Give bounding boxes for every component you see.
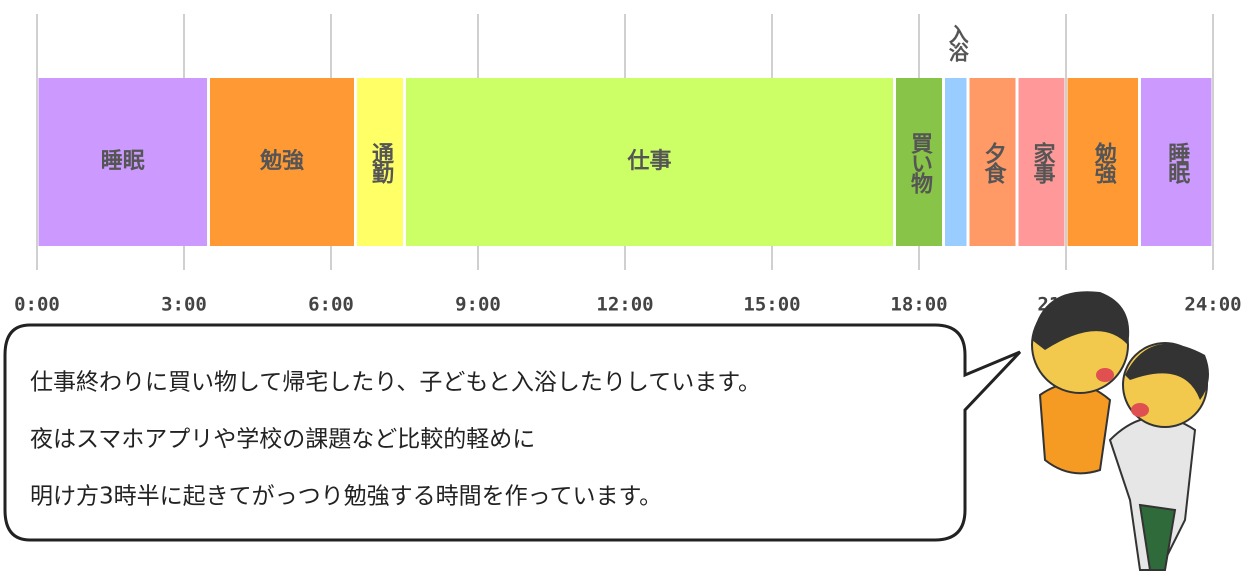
- annotation: 夜はスマホアプリや学校の課題など比較的軽めに: [30, 427, 535, 453]
- annotation: 明け方3時半に起きてがっつり勉強する時間を作っています。: [30, 484, 662, 510]
- x-tick-label: 15:00: [743, 294, 800, 316]
- speech-bubble: 仕事終わりに買い物して帰宅したり、子どもと入浴したりしています。 夜はスマホアプ…: [3, 323, 1022, 542]
- child-hair: [1032, 291, 1130, 350]
- child-mouth: [1096, 368, 1114, 382]
- segment: [945, 78, 967, 246]
- x-tick-label: 12:00: [596, 294, 653, 316]
- segment: [1067, 78, 1138, 246]
- segment: [210, 78, 354, 246]
- segment-label: 仕事: [626, 148, 671, 174]
- x-tick-label: 0:00: [14, 294, 60, 316]
- segment-label: 夕食: [981, 141, 1007, 185]
- x-tick-label: 9:00: [455, 294, 501, 316]
- segment: [1018, 78, 1065, 246]
- x-tick-label: 24:00: [1184, 294, 1241, 316]
- segment-label: 睡眠: [1164, 142, 1189, 185]
- bubble-shape: [3, 323, 1022, 542]
- adult-hair: [1125, 343, 1209, 400]
- child-body: [1038, 382, 1112, 475]
- segment: [969, 78, 1016, 246]
- segment-label: 勉強: [259, 148, 304, 174]
- segment: [357, 78, 403, 246]
- segment-label: 入浴: [945, 24, 969, 63]
- segment: [896, 78, 942, 246]
- annotation: 仕事終わりに買い物して帰宅したり、子どもと入浴したりしています。: [30, 370, 761, 396]
- illustration: [1031, 291, 1209, 571]
- adult-legs: [1138, 503, 1177, 571]
- segment-label: 家事: [1030, 141, 1056, 184]
- x-tick-label: 3:00: [161, 294, 207, 316]
- segment: [406, 78, 893, 246]
- segment-label: 通勤: [368, 142, 394, 185]
- adult-mouth: [1131, 403, 1149, 417]
- segment-label: 買い物: [907, 132, 933, 194]
- segment: [38, 78, 207, 246]
- segment-label: 勉強: [1091, 142, 1118, 185]
- segment: [1141, 78, 1212, 246]
- x-tick-label: 18:00: [890, 294, 947, 316]
- x-tick-label: 6:00: [308, 294, 354, 316]
- segment-label: 睡眠: [101, 149, 145, 174]
